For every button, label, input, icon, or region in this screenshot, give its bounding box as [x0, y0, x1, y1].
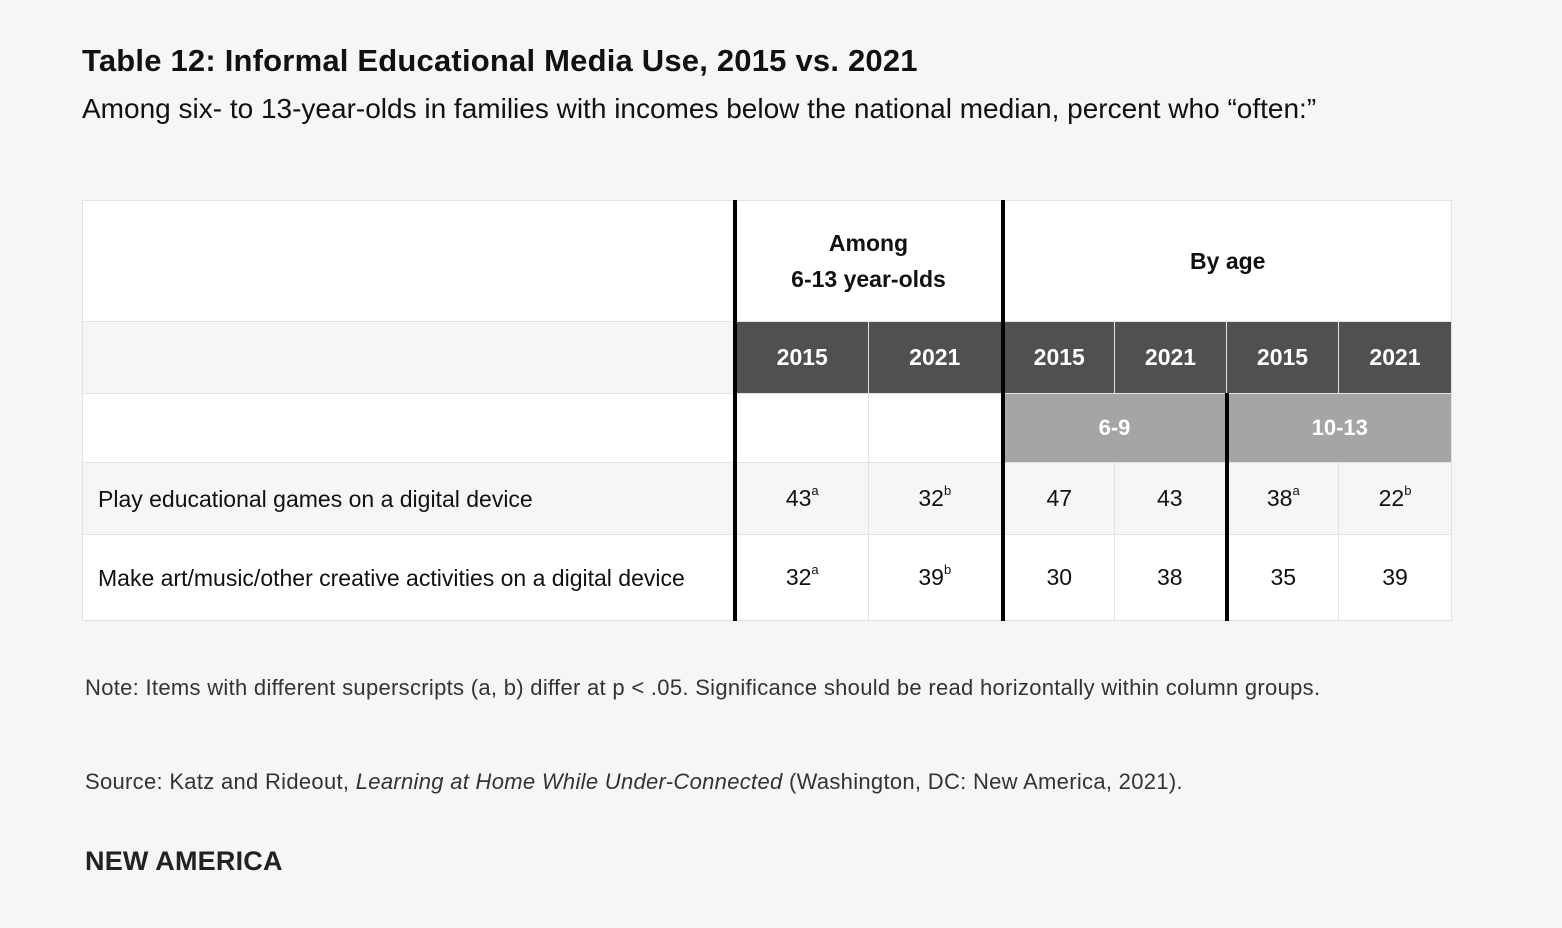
- year-header: 2021: [1114, 321, 1228, 394]
- data-cell: 39: [1338, 534, 1453, 621]
- data-cell: 38: [1114, 534, 1228, 621]
- table-row: Play educational games on a digital devi…: [82, 462, 1453, 535]
- source-prefix: Source: Katz and Rideout,: [85, 769, 356, 794]
- data-cell: 39b: [867, 534, 1004, 621]
- group-among-line1: Among: [828, 230, 909, 256]
- group-header-among: Among 6-13 year-olds: [732, 200, 1004, 322]
- age-group-6-9: 6-9: [1000, 393, 1228, 463]
- data-cell: 22b: [1338, 462, 1453, 535]
- row-label: Make art/music/other creative activities…: [82, 534, 735, 621]
- data-cell: 35: [1224, 534, 1340, 621]
- data-cell: 32a: [732, 534, 869, 621]
- year-header-row: 2015 2021 2015 2021 2015 2021: [82, 321, 1453, 394]
- cell-value: 22: [1378, 485, 1405, 511]
- group-header-by-age: By age: [1000, 200, 1453, 322]
- cell-value: 39: [918, 564, 944, 590]
- data-cell: 30: [1000, 534, 1116, 621]
- empty-cell: [867, 393, 1004, 463]
- cell-value: 47: [1046, 485, 1073, 511]
- cell-value: 38: [1266, 485, 1293, 511]
- data-cell: 47: [1000, 462, 1116, 535]
- data-cell: 38a: [1224, 462, 1340, 535]
- year-header: 2021: [867, 321, 1004, 394]
- cell-value: 39: [1382, 564, 1408, 590]
- year-header: 2021: [1338, 321, 1453, 394]
- cell-value: 32: [918, 485, 944, 511]
- age-group-row: 6-9 10-13: [82, 393, 1453, 463]
- data-cell: 43: [1114, 462, 1228, 535]
- cell-value: 32: [785, 564, 812, 590]
- cell-value: 43: [1156, 485, 1183, 511]
- table-title: Table 12: Informal Educational Media Use…: [82, 43, 918, 78]
- group-among-line2: 6-13 year-olds: [791, 266, 946, 292]
- brand-logo-text: NEW AMERICA: [85, 846, 283, 876]
- year-row-label-cell: [82, 321, 735, 394]
- empty-cell: [732, 393, 869, 463]
- cell-superscript: a: [1292, 483, 1300, 498]
- cell-superscript: b: [1404, 483, 1412, 498]
- age-group-10-13: 10-13: [1224, 393, 1453, 463]
- data-table: Among 6-13 year-olds By age 2015 2021 20…: [82, 200, 1453, 621]
- source-suffix: (Washington, DC: New America, 2021).: [782, 769, 1183, 794]
- cell-superscript: a: [811, 483, 819, 498]
- table-note: Note: Items with different superscripts …: [85, 675, 1321, 700]
- table-subtitle: Among six- to 13-year-olds in families w…: [82, 93, 1317, 124]
- source-title: Learning at Home While Under-Connected: [355, 769, 783, 794]
- cell-value: 38: [1156, 564, 1183, 590]
- cell-value: 35: [1270, 564, 1297, 590]
- year-header: 2015: [1000, 321, 1116, 394]
- data-cell: 43a: [732, 462, 869, 535]
- table-row: Make art/music/other creative activities…: [82, 534, 1453, 621]
- year-header: 2015: [732, 321, 869, 394]
- group-header-row: Among 6-13 year-olds By age: [82, 200, 1453, 322]
- year-header: 2015: [1226, 321, 1340, 394]
- cell-value: 43: [785, 485, 812, 511]
- cell-superscript: b: [943, 483, 952, 498]
- cell-value: 30: [1046, 564, 1073, 590]
- corner-cell: [82, 200, 735, 322]
- table-source: Source: Katz and Rideout, Learning at Ho…: [85, 766, 1465, 798]
- data-cell: 32b: [867, 462, 1004, 535]
- row-label: Play educational games on a digital devi…: [82, 462, 735, 535]
- cell-superscript: a: [811, 562, 819, 577]
- cell-superscript: b: [943, 562, 952, 577]
- age-row-label-cell: [82, 393, 735, 463]
